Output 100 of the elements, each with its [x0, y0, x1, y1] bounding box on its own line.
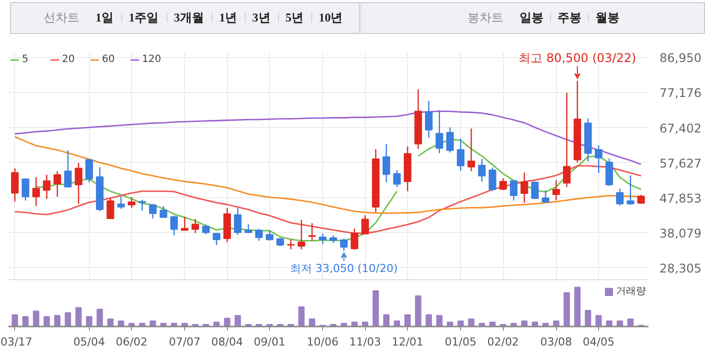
candlestick [520, 172, 528, 204]
text: 월봉 [596, 10, 620, 24]
legend-label: 120 [142, 54, 162, 65]
candlestick [255, 228, 263, 242]
candlestick [308, 222, 316, 242]
text: 5년 [286, 10, 304, 24]
bar [627, 318, 634, 326]
bar [553, 320, 560, 326]
x-tick-label: 03/08 [540, 336, 572, 348]
bar [606, 320, 612, 326]
candlestick [149, 204, 157, 220]
legend-label: 60 [102, 54, 116, 65]
bar [521, 320, 528, 326]
candlestick [117, 196, 125, 210]
candlestick [54, 170, 62, 198]
text: 3년 [252, 10, 270, 24]
bar [12, 314, 18, 326]
candlestick [85, 158, 93, 183]
y-tick-label: 28,305 [660, 261, 702, 276]
candlestick [361, 214, 369, 234]
bar [616, 320, 623, 326]
bar [595, 315, 602, 326]
x-tick-label: 09/01 [254, 336, 286, 348]
annotation: 최고 80,500 (03/22) [518, 50, 636, 65]
bar [532, 322, 538, 326]
bar [96, 308, 103, 326]
candlestick [499, 178, 507, 191]
text: 주봉 [558, 10, 582, 24]
y-tick-label: 77,176 [660, 86, 702, 100]
candlestick [425, 100, 433, 138]
bar [107, 318, 114, 326]
bar [574, 286, 581, 326]
legend-label: 거래량 [616, 285, 646, 298]
bar [436, 315, 443, 326]
candlestick [446, 126, 454, 154]
text: 일봉 [520, 10, 544, 24]
candlestick [180, 216, 188, 231]
bar [32, 310, 40, 326]
candlestick [11, 168, 19, 202]
x-tick-label: 12/01 [392, 336, 424, 348]
y-tick-label: 47,853 [660, 191, 702, 206]
bar [75, 307, 82, 326]
candlestick [616, 188, 624, 206]
candlestick [382, 143, 390, 183]
annotation: 최저 33,050 (10/20) [290, 262, 398, 275]
candlestick [234, 207, 242, 236]
bar [213, 322, 220, 326]
candlestick [128, 196, 136, 209]
y-tick-label: 86,950 [660, 51, 702, 66]
bar [489, 322, 496, 326]
candlestick [298, 219, 306, 250]
candlestick [531, 180, 539, 200]
x-tick-label: 03/17 [0, 336, 32, 348]
candlestick [192, 218, 200, 234]
text: 1주일 [128, 10, 159, 24]
candlestick [467, 128, 476, 172]
candlestick [626, 174, 634, 206]
candlestick [266, 229, 274, 242]
x-tick-label: 01/05 [444, 336, 476, 348]
bar [351, 322, 358, 326]
bar [415, 295, 422, 326]
candlestick [22, 178, 30, 202]
bar [86, 316, 92, 326]
text: 1일 [96, 10, 114, 24]
candlestick [488, 166, 496, 192]
bar [44, 316, 50, 326]
bar [308, 318, 316, 326]
text: 10년 [318, 10, 343, 24]
bar [54, 315, 60, 326]
candlestick [436, 110, 444, 154]
bar [224, 318, 230, 326]
text: 3개월 [174, 10, 204, 24]
candlestick [478, 158, 486, 182]
candlestick [605, 158, 614, 186]
y-tick-label: 57,627 [660, 156, 702, 170]
candlestick [42, 174, 50, 200]
candlestick [64, 150, 72, 188]
y-tick-label: 38,079 [660, 226, 702, 240]
bar [372, 290, 379, 326]
bar [234, 315, 241, 326]
x-tick-label: 11/03 [349, 336, 381, 348]
x-tick-label: 05/04 [73, 336, 106, 348]
candlestick [510, 180, 518, 202]
bar [150, 320, 156, 326]
bar [362, 322, 368, 326]
bar [298, 306, 305, 326]
candlestick [594, 144, 602, 174]
candlestick [74, 162, 82, 204]
candlestick [350, 228, 358, 250]
bar [564, 292, 570, 326]
text: 선차트 [44, 10, 80, 24]
text: 봉차트 [468, 10, 504, 24]
x-tick-label: 08/04 [211, 336, 243, 348]
candlestick [542, 190, 550, 204]
y-tick-label: 67,402 [660, 121, 702, 136]
bar [22, 316, 29, 326]
candlestick [552, 180, 560, 201]
legend-label: 20 [62, 54, 76, 65]
candlestick [212, 232, 220, 246]
legend-label: 5 [22, 54, 30, 65]
